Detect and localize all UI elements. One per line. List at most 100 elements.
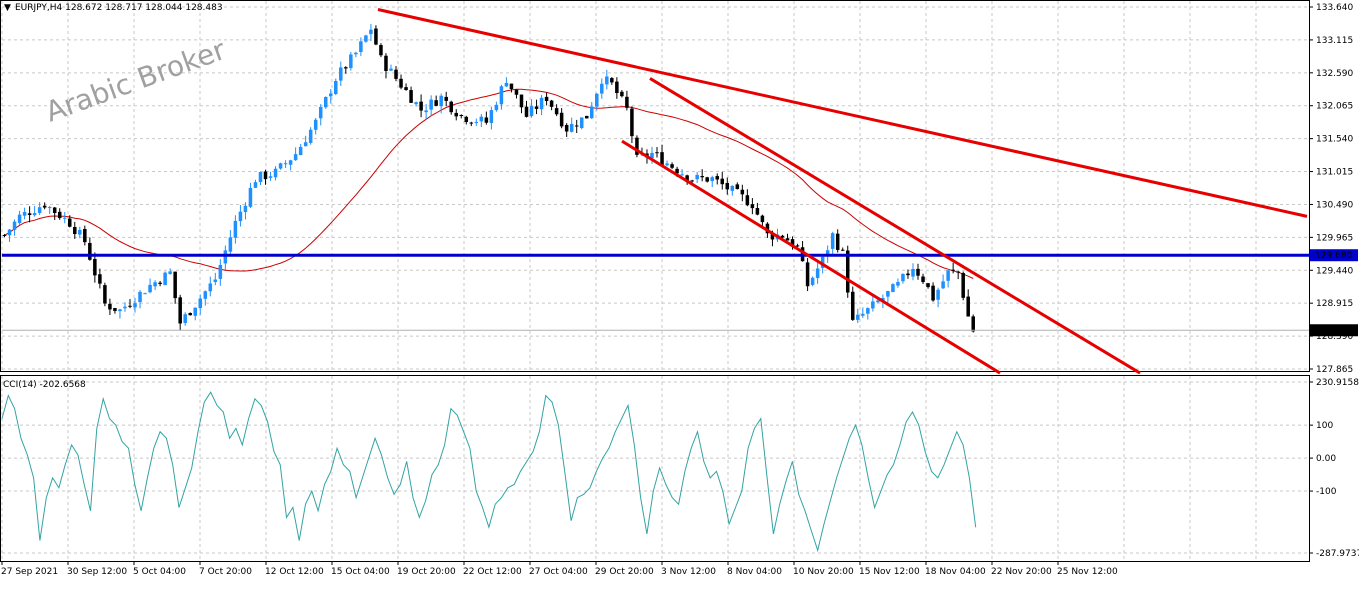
candle-body — [780, 235, 785, 238]
candle-body — [349, 54, 353, 69]
cci-panel-frame — [0, 375, 1310, 562]
candle-body — [725, 182, 730, 190]
candle-body — [730, 185, 735, 191]
candle-body — [896, 282, 900, 286]
candle-body — [248, 187, 253, 207]
candle-body — [851, 291, 855, 320]
candle-body — [715, 176, 719, 180]
time-tick-label: 27 Oct 04:00 — [529, 567, 588, 577]
candle-body — [258, 172, 263, 183]
candle-body — [961, 273, 965, 298]
candle-body — [2, 234, 7, 236]
candle-body — [37, 207, 42, 213]
candle-body — [916, 268, 920, 276]
price-tick-label: 128.390 — [1316, 332, 1353, 342]
candle-body — [47, 207, 52, 209]
symbol-header-arrow[interactable]: ▼ — [4, 3, 11, 13]
time-tick-label: 27 Sep 2021 — [1, 567, 58, 577]
candle-body — [474, 121, 479, 123]
candle-body — [770, 233, 775, 240]
candle-body — [584, 115, 589, 119]
candle-body — [795, 245, 800, 247]
candle-body — [705, 177, 709, 182]
candle-body — [966, 296, 970, 317]
candle-body — [268, 176, 273, 178]
price-tick-label: 131.540 — [1316, 135, 1353, 145]
candle-body — [454, 112, 458, 117]
candle-body — [27, 213, 32, 216]
candle-body — [931, 285, 935, 301]
candle-body — [163, 272, 167, 286]
candle-body — [605, 76, 609, 85]
time-tick-label: 12 Oct 12:00 — [265, 567, 324, 577]
candle-body — [554, 108, 559, 115]
candle-body — [384, 55, 388, 71]
cci-tick-label: 100 — [1316, 421, 1333, 431]
candle-body — [866, 308, 870, 314]
candle-body — [83, 228, 87, 243]
candle-body — [650, 152, 654, 159]
cci-tick-label: 0.00 — [1316, 454, 1336, 464]
candle-body — [745, 195, 750, 206]
horizontal-level-group[interactable]: 129.680 128.483 — [2, 249, 1358, 337]
candle-body — [339, 67, 343, 81]
candle-body — [504, 82, 509, 87]
price-tick-label: 129.440 — [1316, 266, 1353, 276]
candle-body — [941, 281, 945, 289]
main-price-axis: 133.640 133.115 132.590 132.065 131.540 131.0… — [1309, 3, 1353, 375]
candle-body — [238, 211, 243, 222]
level-price-tag — [1310, 249, 1358, 262]
candle-body — [98, 274, 102, 284]
candle-body — [891, 284, 895, 293]
candle-body — [845, 250, 850, 293]
candle-body — [509, 83, 514, 90]
candle-body — [484, 117, 489, 123]
candle-body — [630, 108, 634, 137]
time-tick-label: 7 Oct 20:00 — [199, 567, 252, 577]
candle-body — [494, 104, 499, 111]
candle-body — [198, 298, 203, 309]
price-tick-label: 133.115 — [1316, 36, 1353, 46]
candle-body — [68, 218, 72, 227]
candle-body — [178, 297, 182, 324]
candle-body — [308, 129, 313, 143]
candle-body — [469, 122, 474, 124]
candle-body — [444, 96, 448, 101]
candle-body — [820, 256, 825, 268]
candle-body — [313, 119, 318, 130]
candle-body — [22, 211, 27, 216]
candle-body — [108, 303, 112, 310]
candle-body — [590, 106, 594, 119]
candle-body — [329, 93, 333, 97]
time-tick-label: 5 Oct 04:00 — [133, 567, 186, 577]
trendlines-group[interactable] — [377, 8, 1308, 375]
candle-body — [42, 205, 47, 208]
candle-body — [559, 112, 564, 127]
candle-body — [228, 237, 233, 252]
candle-body — [549, 100, 554, 107]
time-tick-label: 29 Oct 20:00 — [595, 567, 654, 577]
candle-body — [921, 276, 925, 283]
candle-body — [595, 93, 599, 107]
candle-body — [379, 45, 383, 56]
last-price-tag — [1310, 324, 1358, 337]
candle-body — [499, 86, 504, 105]
candle-body — [906, 273, 910, 276]
candle-body — [88, 242, 92, 260]
candle-body — [193, 307, 197, 316]
candle-body — [153, 282, 157, 287]
candle-body — [213, 279, 218, 283]
candle-body — [524, 106, 529, 117]
candle-body — [434, 100, 438, 106]
candle-body — [539, 97, 544, 110]
candle-body — [489, 110, 494, 123]
candle-body — [103, 285, 107, 304]
candle-body — [303, 142, 308, 147]
candle-body — [464, 116, 469, 123]
candle-body — [188, 313, 192, 316]
candle-body — [344, 67, 348, 69]
candle-body — [133, 303, 137, 308]
candle-body — [620, 91, 624, 97]
candle-body — [128, 305, 132, 307]
